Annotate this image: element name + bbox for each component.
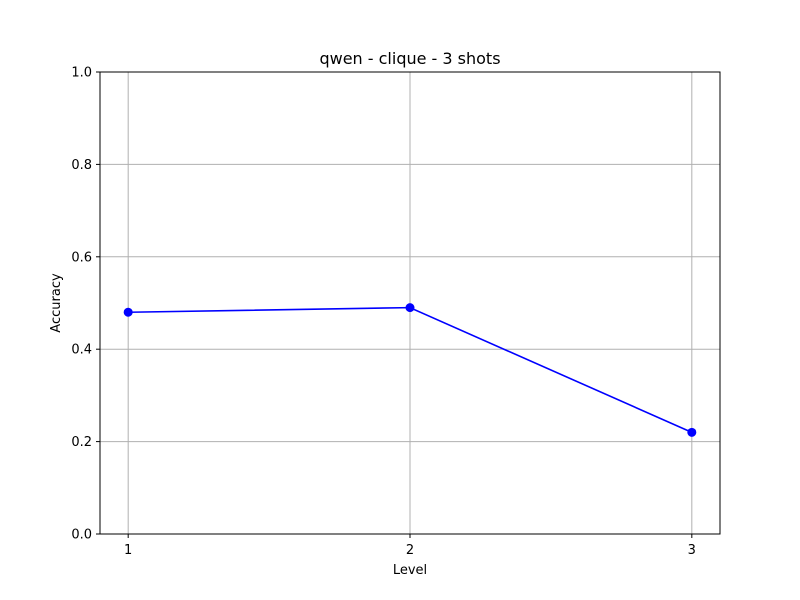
- data-point: [405, 303, 415, 313]
- y-tick-label: 1.0: [71, 66, 92, 81]
- data-point: [687, 427, 697, 437]
- y-tick-label: 0.2: [71, 435, 92, 450]
- x-tick-label: 1: [124, 543, 132, 558]
- y-tick-label: 0.8: [71, 158, 92, 173]
- y-axis-label: Accuracy: [49, 273, 64, 333]
- axis-ticks: 1 2 3 0.0 0.2 0.4 0.6 0.8 1.0: [71, 66, 696, 559]
- y-tick-label: 0.4: [71, 343, 92, 358]
- data-series: [123, 303, 697, 437]
- x-tick-label: 2: [406, 543, 414, 558]
- x-tick-label: 3: [688, 543, 696, 558]
- y-tick-label: 0.0: [71, 528, 92, 543]
- chart-title: qwen - clique - 3 shots: [319, 49, 500, 68]
- y-tick-label: 0.6: [71, 250, 92, 265]
- x-axis-label: Level: [393, 563, 427, 578]
- data-point: [123, 307, 133, 317]
